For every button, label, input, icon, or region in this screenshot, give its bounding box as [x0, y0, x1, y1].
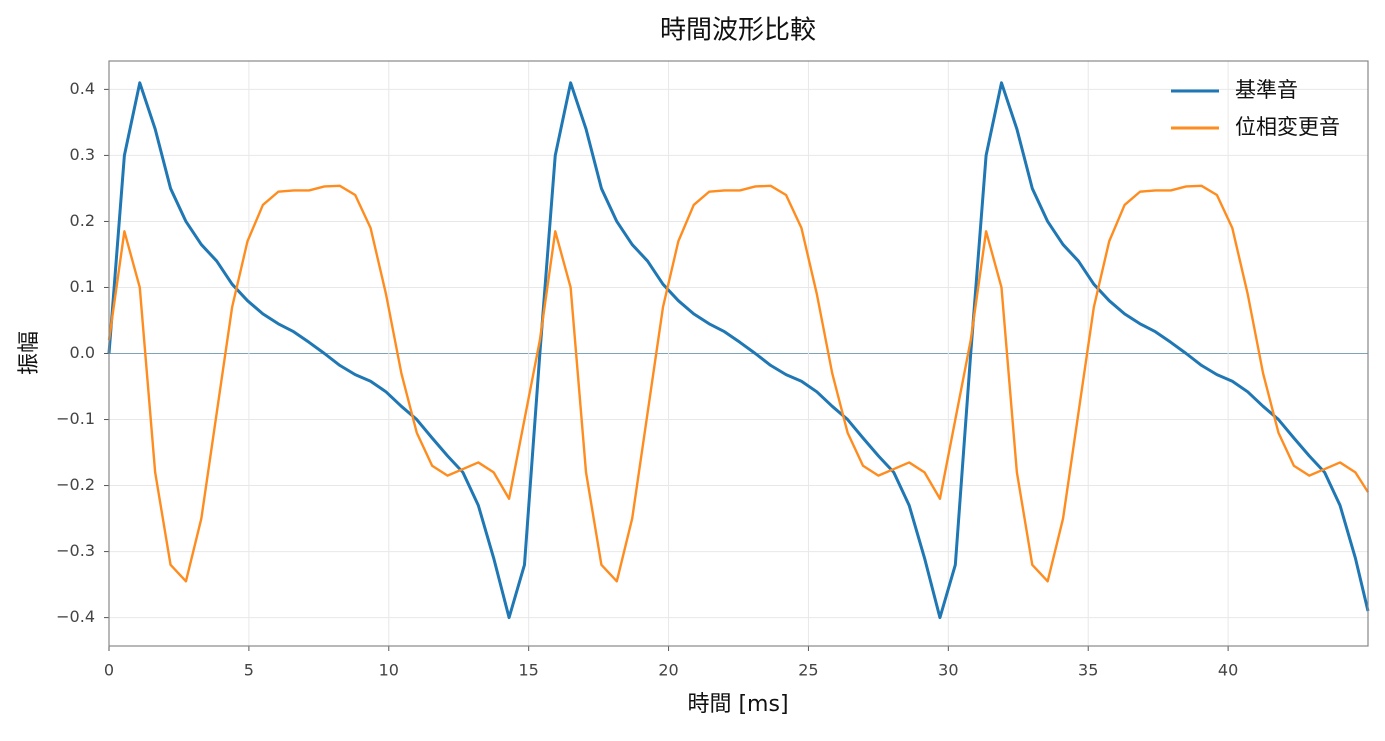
x-tick-label: 35 — [1078, 661, 1098, 680]
y-tick-label: 0.4 — [70, 79, 95, 98]
y-tick-label: 0.0 — [70, 343, 95, 362]
x-tick-label: 30 — [938, 661, 958, 680]
x-tick-label: 5 — [244, 661, 254, 680]
x-tick-label: 20 — [658, 661, 678, 680]
x-tick-label: 25 — [798, 661, 818, 680]
y-tick-label: 0.1 — [70, 277, 95, 296]
x-tick-label: 0 — [104, 661, 114, 680]
y-tick-label: −0.1 — [56, 409, 95, 428]
data-line — [107, 184, 1370, 583]
y-tick-label: −0.2 — [56, 475, 95, 494]
y-tick-label: −0.3 — [56, 541, 95, 560]
y-tick-label: 0.2 — [70, 211, 95, 230]
x-tick-label: 10 — [379, 661, 399, 680]
chart-title: 時間波形比較 — [660, 16, 816, 46]
y-tick-label: −0.4 — [56, 607, 95, 626]
y-axis-label: 振幅 — [17, 331, 42, 375]
legend-label: 基準音 — [1235, 78, 1298, 102]
x-axis-label: 時間 [ms] — [687, 692, 788, 717]
legend-label: 位相変更音 — [1235, 115, 1340, 139]
y-tick-label: 0.3 — [70, 145, 95, 164]
x-tick-label: 15 — [518, 661, 538, 680]
data-line — [107, 81, 1370, 620]
plot-frame — [108, 60, 1369, 647]
x-tick-label: 40 — [1218, 661, 1238, 680]
